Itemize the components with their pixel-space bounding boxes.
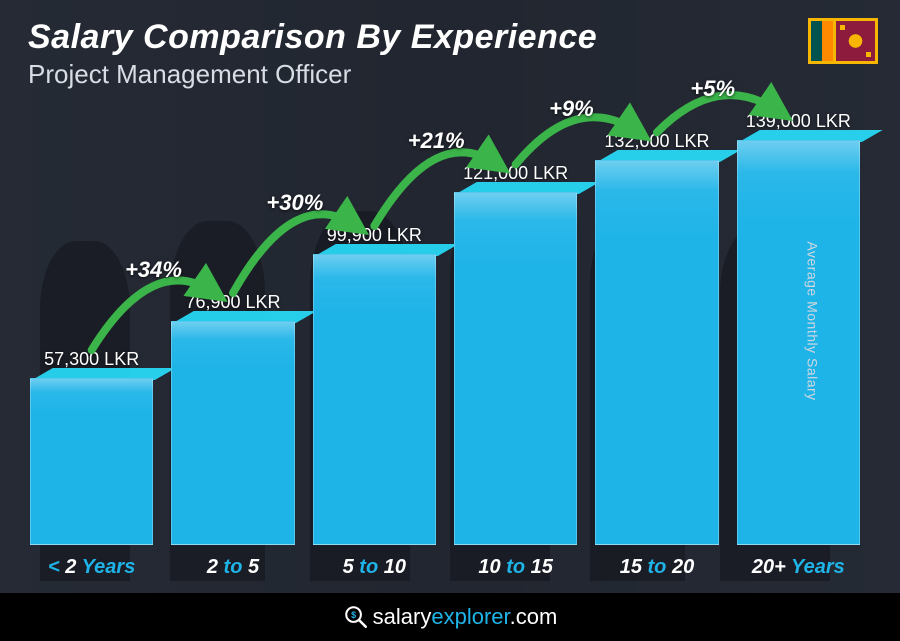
pct-increase-label: +21% [408, 128, 465, 154]
bar-category-label: 2 to 5 [207, 556, 259, 579]
bar [313, 254, 436, 545]
bar-category-label: < 2 Years [48, 556, 135, 579]
bar-category-label: 15 to 20 [620, 556, 695, 579]
pct-increase-label: +5% [690, 76, 735, 102]
bar [737, 140, 860, 545]
bar-category-label: 5 to 10 [343, 556, 406, 579]
svg-text:$: $ [351, 610, 356, 620]
magnifier-dollar-icon: $ [343, 604, 369, 630]
pct-increase-label: +30% [266, 190, 323, 216]
pct-increase-label: +9% [549, 96, 594, 122]
bar-value-label: 99,900 LKR [327, 225, 422, 246]
chart-subtitle: Project Management Officer [28, 59, 597, 90]
bar [30, 378, 153, 545]
country-flag-sri-lanka [808, 18, 878, 64]
bar-value-label: 139,000 LKR [746, 111, 851, 132]
bar [595, 160, 718, 545]
footer: $ salaryexplorer.com [0, 593, 900, 641]
bar-slot: 76,900 LKR2 to 5 [171, 292, 294, 545]
y-axis-label: Average Monthly Salary [804, 241, 820, 400]
bar-value-label: 57,300 LKR [44, 349, 139, 370]
bar-slot: 99,900 LKR5 to 10 [313, 225, 436, 545]
bar-chart: 57,300 LKR< 2 Years76,900 LKR2 to 599,90… [30, 110, 860, 583]
bar-slot: 121,000 LKR10 to 15 [454, 163, 577, 545]
bar [171, 321, 294, 545]
bar-slot: 57,300 LKR< 2 Years [30, 349, 153, 545]
brand-text: salaryexplorer.com [373, 604, 558, 630]
bar-slot: 139,000 LKR20+ Years [737, 111, 860, 545]
bar-slot: 132,000 LKR15 to 20 [595, 131, 718, 545]
pct-increase-label: +34% [125, 257, 182, 283]
bar-category-label: 20+ Years [752, 556, 845, 579]
bar-value-label: 76,900 LKR [185, 292, 280, 313]
brand-logo: $ salaryexplorer.com [343, 604, 558, 630]
bar [454, 192, 577, 545]
chart-title: Salary Comparison By Experience [28, 18, 597, 57]
header: Salary Comparison By Experience Project … [28, 18, 597, 90]
bar-category-label: 10 to 15 [478, 556, 553, 579]
